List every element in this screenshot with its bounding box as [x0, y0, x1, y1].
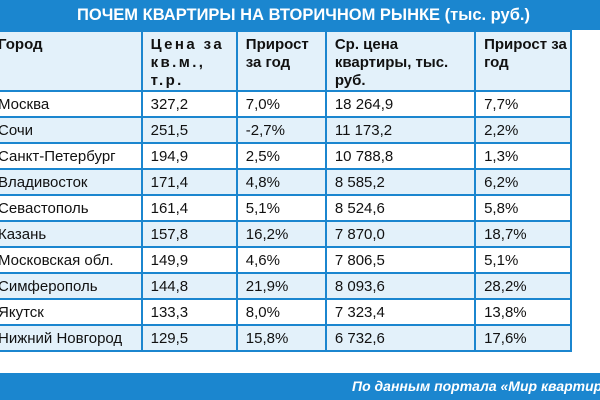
header-growth-avg: Прирост за год	[474, 30, 572, 92]
cell-price-per-sqm: 327,2	[140, 90, 238, 118]
cell-avg-price: 7 323,4	[324, 298, 477, 326]
cell-city: Владивосток	[0, 168, 143, 196]
table-row: Москва 327,2 7,0% 18 264,9 7,7%	[0, 90, 572, 118]
cell-growth-avg: 1,3%	[474, 142, 572, 170]
cell-avg-price: 18 264,9	[324, 90, 477, 118]
cell-growth-avg: 13,8%	[474, 298, 572, 326]
cell-growth-sqm: 15,8%	[235, 324, 327, 352]
header-growth-sqm: Прирост за год	[235, 30, 327, 92]
header-city: Город	[0, 30, 143, 92]
cell-city: Казань	[0, 220, 143, 248]
cell-growth-avg: 5,8%	[474, 194, 572, 222]
cell-growth-sqm: -2,7%	[235, 116, 327, 144]
table-row: Казань 157,8 16,2% 7 870,0 18,7%	[0, 220, 572, 248]
cell-growth-sqm: 5,1%	[235, 194, 327, 222]
cell-avg-price: 7 870,0	[324, 220, 477, 248]
cell-price-per-sqm: 251,5	[140, 116, 238, 144]
price-table: Город Цена за кв.м., т.р. Прирост за год…	[0, 30, 572, 352]
cell-avg-price: 7 806,5	[324, 246, 477, 274]
cell-growth-sqm: 4,6%	[235, 246, 327, 274]
cell-city: Нижний Новгород	[0, 324, 143, 352]
table-body: Москва 327,2 7,0% 18 264,9 7,7% Сочи 251,5 -2,7…	[0, 90, 572, 352]
table-row: Нижний Новгород 129,5 15,8% 6 732,6 17,6%	[0, 324, 572, 352]
table-row: Сочи 251,5 -2,7% 11 173,2 2,2%	[0, 116, 572, 144]
cell-city: Московская обл.	[0, 246, 143, 274]
cell-growth-avg: 6,2%	[474, 168, 572, 196]
cell-price-per-sqm: 144,8	[140, 272, 238, 300]
cell-city: Санкт-Петербург	[0, 142, 143, 170]
title-bar: ПОЧЕМ КВАРТИРЫ НА ВТОРИЧНОМ РЫНКЕ (тыс. …	[0, 0, 600, 30]
cell-price-per-sqm: 149,9	[140, 246, 238, 274]
cell-growth-avg: 18,7%	[474, 220, 572, 248]
cell-city: Якутск	[0, 298, 143, 326]
cell-growth-sqm: 21,9%	[235, 272, 327, 300]
header-price-per-sqm: Цена за кв.м., т.р.	[140, 30, 238, 92]
cell-price-per-sqm: 161,4	[140, 194, 238, 222]
cell-growth-avg: 2,2%	[474, 116, 572, 144]
cell-growth-sqm: 8,0%	[235, 298, 327, 326]
table-row: Якутск 133,3 8,0% 7 323,4 13,8%	[0, 298, 572, 326]
table-row: Севастополь 161,4 5,1% 8 524,6 5,8%	[0, 194, 572, 222]
cell-price-per-sqm: 194,9	[140, 142, 238, 170]
cell-avg-price: 10 788,8	[324, 142, 477, 170]
cell-avg-price: 8 093,6	[324, 272, 477, 300]
cell-price-per-sqm: 171,4	[140, 168, 238, 196]
cell-city: Симферополь	[0, 272, 143, 300]
cell-avg-price: 11 173,2	[324, 116, 477, 144]
cell-price-per-sqm: 129,5	[140, 324, 238, 352]
cell-price-per-sqm: 133,3	[140, 298, 238, 326]
table-row: Московская обл. 149,9 4,6% 7 806,5 5,1%	[0, 246, 572, 274]
cell-city: Севастополь	[0, 194, 143, 222]
cell-growth-sqm: 2,5%	[235, 142, 327, 170]
table-row: Владивосток 171,4 4,8% 8 585,2 6,2%	[0, 168, 572, 196]
source-note: По данным портала «Мир квартир»	[352, 378, 600, 394]
cell-avg-price: 8 524,6	[324, 194, 477, 222]
cell-growth-sqm: 4,8%	[235, 168, 327, 196]
cell-city: Москва	[0, 90, 143, 118]
cell-city: Сочи	[0, 116, 143, 144]
cell-avg-price: 6 732,6	[324, 324, 477, 352]
table-row: Санкт-Петербург 194,9 2,5% 10 788,8 1,3%	[0, 142, 572, 170]
source-bar: По данным портала «Мир квартир»	[0, 373, 600, 400]
cell-avg-price: 8 585,2	[324, 168, 477, 196]
cell-growth-avg: 28,2%	[474, 272, 572, 300]
cell-growth-avg: 17,6%	[474, 324, 572, 352]
cell-growth-sqm: 7,0%	[235, 90, 327, 118]
table-title: ПОЧЕМ КВАРТИРЫ НА ВТОРИЧНОМ РЫНКЕ (тыс. …	[77, 6, 530, 24]
cell-growth-sqm: 16,2%	[235, 220, 327, 248]
table-header-row: Город Цена за кв.м., т.р. Прирост за год…	[0, 30, 572, 92]
cell-growth-avg: 5,1%	[474, 246, 572, 274]
header-avg-price: Ср. цена квартиры, тыс. руб.	[324, 30, 477, 92]
table-row: Симферополь 144,8 21,9% 8 093,6 28,2%	[0, 272, 572, 300]
cell-price-per-sqm: 157,8	[140, 220, 238, 248]
cell-growth-avg: 7,7%	[474, 90, 572, 118]
